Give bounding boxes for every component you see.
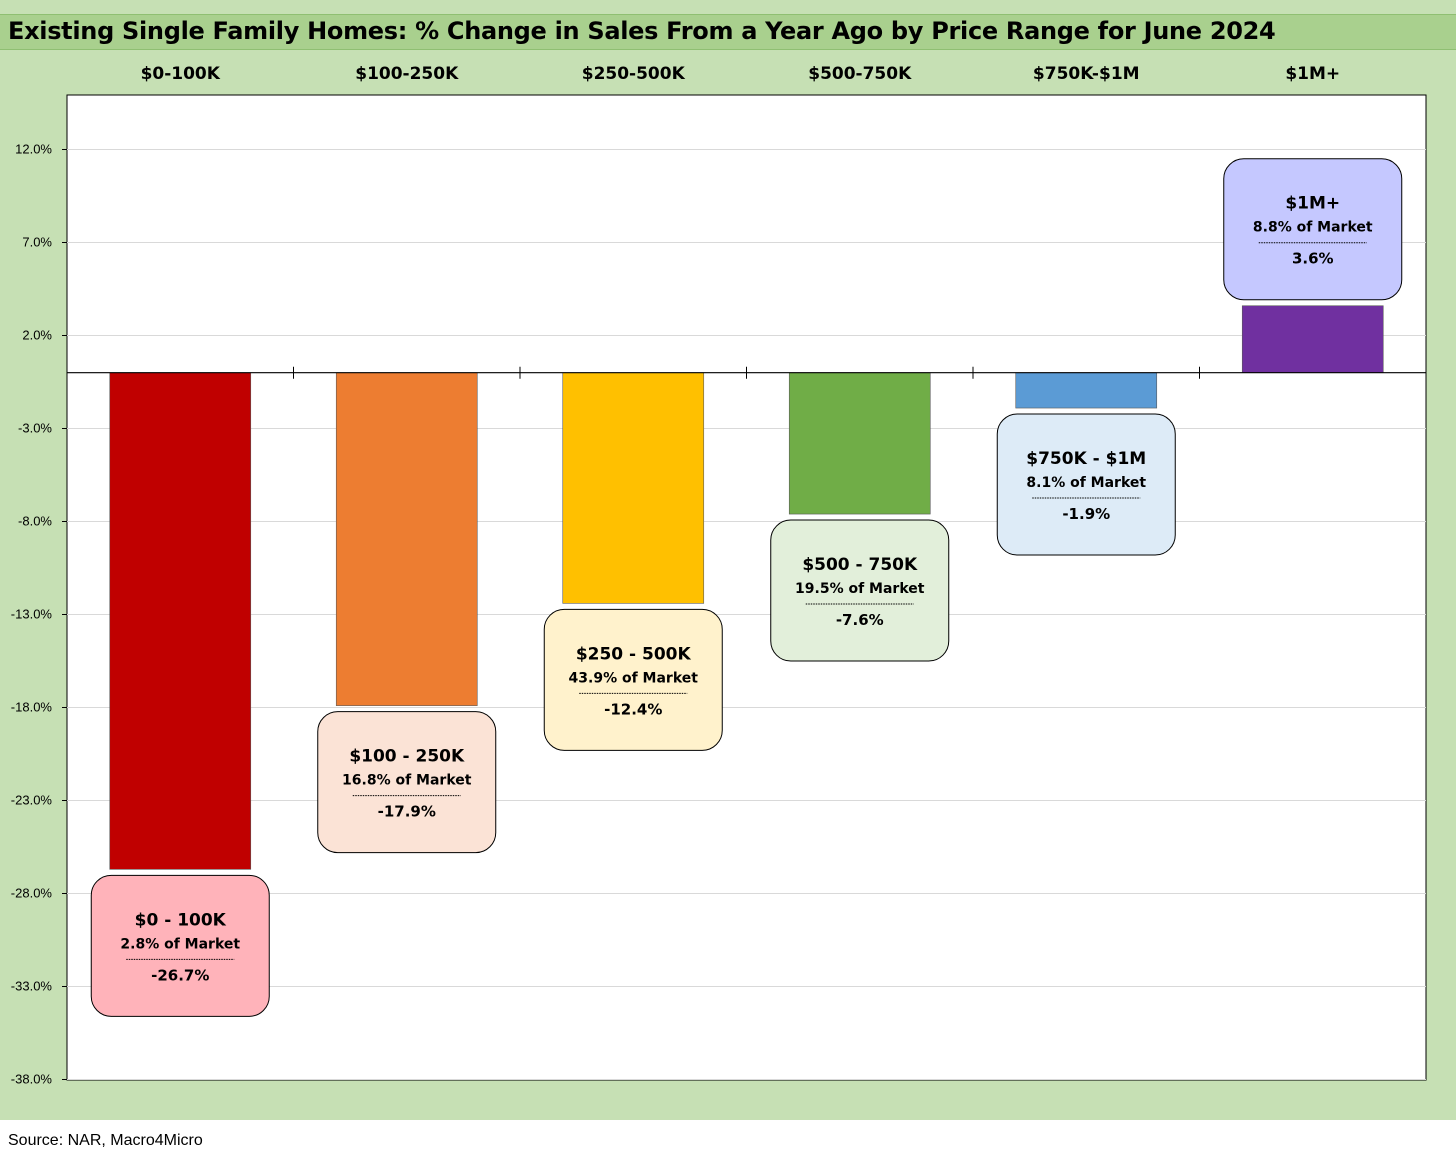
y-tick-label: 12.0% — [15, 142, 52, 157]
bar — [562, 372, 705, 604]
chart-title: Existing Single Family Homes: % Change i… — [8, 17, 1276, 45]
bar — [1241, 305, 1384, 373]
category-label: $1M+ — [1285, 64, 1340, 84]
category-labels: $0-100K $100-250K $250-500K $500-750K $750K-… — [141, 64, 1341, 84]
callout-background — [317, 711, 497, 854]
bar — [788, 372, 931, 515]
callout-background — [770, 519, 950, 662]
callout-box: $750K - $1M 8.1% of Market -1.9% — [996, 413, 1176, 556]
source-note: Source: NAR, Macro4Micro — [8, 1132, 203, 1149]
callout-share: 2.8% of Market — [120, 936, 240, 952]
callout-share: 8.1% of Market — [1026, 475, 1146, 491]
y-tick-label: -3.0% — [18, 421, 52, 436]
y-tick-label: -13.0% — [11, 607, 53, 622]
y-axis: 12.0% 7.0% 2.0% -3.0% -8.0% -13.0% -18.0% -23.0… — [11, 142, 67, 1087]
callout-box: $0 - 100K 2.8% of Market -26.7% — [90, 874, 270, 1017]
callout-box: $100 - 250K 16.8% of Market -17.9% — [317, 711, 497, 854]
callout-box: $250 - 500K 43.9% of Market -12.4% — [543, 608, 723, 751]
callout-title: $0 - 100K — [135, 910, 227, 930]
y-tick-label: 2.0% — [22, 328, 52, 343]
grid-lines — [67, 149, 1426, 1080]
y-tick-label: 7.0% — [22, 235, 52, 250]
callout-background — [996, 413, 1176, 556]
category-label: $0-100K — [141, 64, 221, 84]
y-tick-label: -23.0% — [11, 793, 53, 808]
callout-share: 19.5% of Market — [795, 581, 925, 597]
callout-value: -12.4% — [604, 700, 662, 718]
bar — [1015, 372, 1158, 409]
plot-area — [66, 94, 1427, 1081]
title-bar — [0, 14, 1456, 50]
category-label: $100-250K — [355, 64, 459, 84]
y-tick-label: -38.0% — [11, 1072, 53, 1087]
callout-background — [543, 608, 723, 751]
callout-value: -17.9% — [378, 803, 436, 821]
callout-title: $100 - 250K — [349, 747, 465, 767]
bar — [335, 372, 478, 706]
callout-background — [90, 874, 270, 1017]
callout-title: $750K - $1M — [1026, 449, 1146, 469]
y-tick-label: -28.0% — [11, 886, 53, 901]
callout-box: $1M+ 8.8% of Market 3.6% — [1223, 158, 1403, 301]
callout-title: $250 - 500K — [576, 644, 692, 664]
callout-value: 3.6% — [1292, 250, 1334, 268]
chart-svg: 12.0% 7.0% 2.0% -3.0% -8.0% -13.0% -18.0% -23.0… — [11, 64, 1427, 1087]
y-tick-label: -33.0% — [11, 979, 53, 994]
category-label: $750K-$1M — [1033, 64, 1140, 84]
category-label: $500-750K — [808, 64, 912, 84]
zero-axis — [67, 366, 1426, 379]
callout-title: $500 - 750K — [802, 555, 918, 575]
callout-share: 8.8% of Market — [1253, 220, 1373, 236]
callout-value: -1.9% — [1062, 505, 1110, 523]
bars — [109, 305, 1384, 870]
callout-boxes: $0 - 100K 2.8% of Market -26.7% $100 - 250K… — [90, 158, 1403, 1017]
callout-title: $1M+ — [1285, 194, 1340, 214]
callout-value: -26.7% — [151, 966, 209, 984]
callout-background — [1223, 158, 1403, 301]
callout-share: 16.8% of Market — [342, 773, 472, 789]
callout-box: $500 - 750K 19.5% of Market -7.6% — [770, 519, 950, 662]
y-tick-label: -18.0% — [11, 700, 53, 715]
y-tick-label: -8.0% — [18, 514, 52, 529]
bar — [109, 372, 252, 870]
callout-value: -7.6% — [836, 611, 884, 629]
category-label: $250-500K — [582, 64, 686, 84]
callout-share: 43.9% of Market — [569, 670, 699, 686]
